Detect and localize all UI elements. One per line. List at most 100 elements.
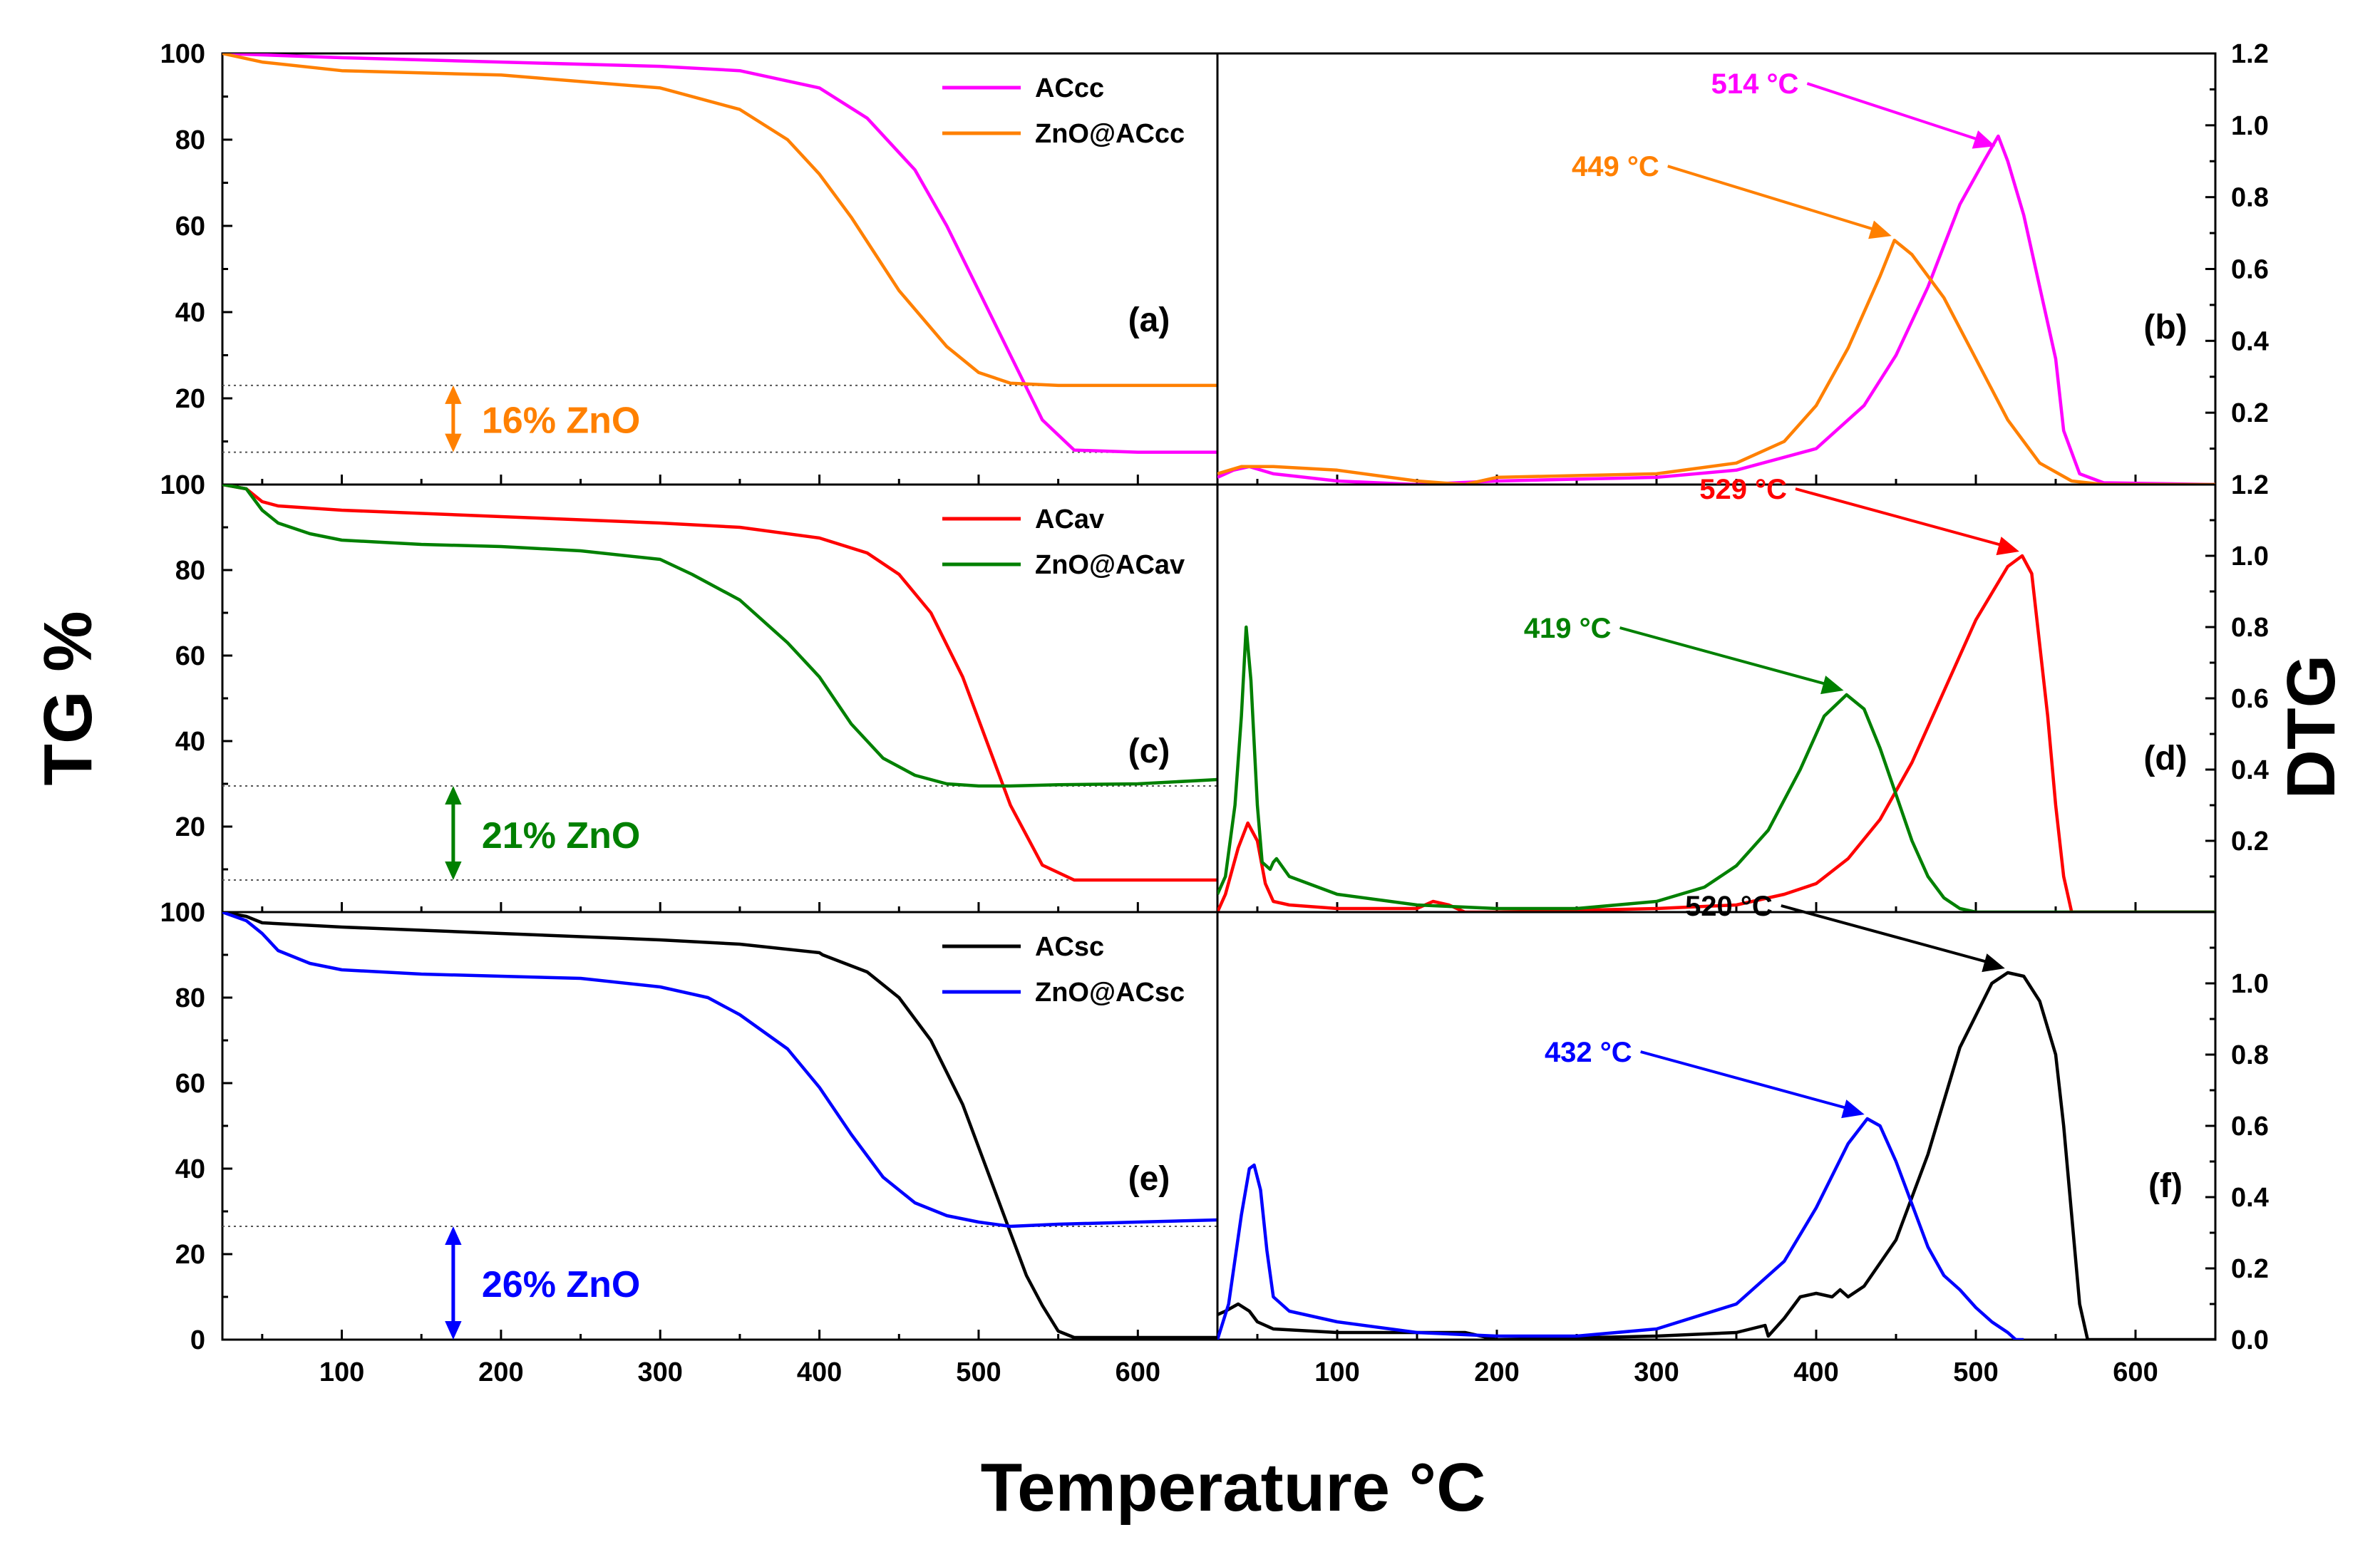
x-tick-label: 500 [1953,1357,1998,1387]
x-tick-label: 600 [1116,1357,1160,1387]
y-tick-label: 100 [160,39,205,69]
residue-label: 16% ZnO [482,400,641,441]
panel-label: (b) [2143,309,2187,346]
peak-arrow-head [1972,130,1996,149]
y-tick-label: 80 [175,983,205,1013]
y-tick-label: 40 [175,1154,205,1184]
y-tick-label: 0.6 [2231,255,2269,285]
y-tick-label: 0.8 [2231,183,2269,213]
residue-arrow-head [445,786,462,804]
y-tick-label: 20 [175,812,205,842]
x-tick-label: 100 [319,1357,364,1387]
y-tick-label: 100 [160,898,205,928]
y-tick-label: 1.2 [2231,470,2269,500]
panel-label: (f) [2148,1167,2183,1205]
x-tick-label: 300 [638,1357,683,1387]
series-line-acav [222,485,1217,882]
y-tick-label: 80 [175,556,205,586]
x-tick-label: 100 [1314,1357,1359,1387]
panel-frame [1216,911,2217,1341]
residue-arrow-head [445,862,462,880]
legend-label: ZnO@ACcc [1035,119,1185,149]
panel-e-tg-acsc: 0 20 40 60 80 100 100 200 300 400 500 600 ACsc ZnO@AC… [160,898,1219,1387]
residue-arrow-head [445,1226,462,1245]
peak-label: 529 °C [1699,474,1787,505]
series-line-acsc [222,912,1217,1340]
legend-label: ZnO@ACsc [1035,978,1185,1008]
y-tick-label: 60 [175,212,205,242]
series-line-zno-at-acav [222,485,1217,788]
x-tick-label: 400 [797,1357,842,1387]
series-line-acsc [1217,971,2215,1340]
x-tick-label: 200 [1474,1357,1519,1387]
peak-label: 419 °C [1524,613,1612,644]
panel-label: (e) [1128,1160,1170,1198]
peak-arrow-shaft [1640,1050,1855,1112]
peak-arrow-shaft [1795,487,2010,549]
panel-f-dtg-acsc: 0.0 0.2 0.4 0.6 0.8 1.0 100 200 300 400 500 600 (f) 5… [1216,891,2269,1387]
legend-label: ACav [1035,505,1104,534]
peak-arrow-shaft [1667,165,1882,234]
series-line-accc [222,53,1217,454]
panel-d-dtg-acav: 0.2 0.4 0.6 0.8 1.0 1.2 (d) 529 °C 419 °C [1216,470,2269,914]
y-tick-label: 60 [175,641,205,671]
panel-frame [221,483,1219,914]
y-tick-label: 0.6 [2231,1112,2269,1142]
x-tick-label: 600 [2113,1357,2158,1387]
peak-arrow-head [1820,676,1844,695]
x-axis-title: Temperature °C [981,1449,1486,1526]
panel-a-tg-accc: 20 40 60 80 100 ACcc ZnO@ACcc (a) 16% ZnO [160,39,1219,486]
x-tick-label: 500 [956,1357,1001,1387]
peak-arrow-head [1996,537,2019,556]
residue-arrow-head [445,433,462,452]
residue-label: 21% ZnO [482,815,641,857]
y-tick-label: 0.8 [2231,1040,2269,1070]
peak-label: 514 °C [1711,68,1799,100]
series-line-zno-at-accc [1217,238,2215,485]
peak-label: 520 °C [1685,891,1773,922]
panel-label: (d) [2143,740,2187,777]
legend-label: ACcc [1035,73,1104,103]
panel-frame [221,52,1219,486]
peak-arrow-shaft [1619,626,1835,688]
peak-arrow-head [1982,953,2005,973]
series-line-zno-at-acav [1217,625,2215,912]
peak-arrow-head [1841,1100,1865,1119]
y-tick-label: 0.4 [2231,1183,2269,1213]
y-axis-title-right: DTG [2273,655,2349,800]
x-tick-label: 300 [1634,1357,1679,1387]
panel-frame [221,911,1219,1341]
y-tick-label: 0.2 [2231,398,2269,428]
residue-label: 26% ZnO [482,1264,641,1305]
y-axis-title-left: TG % [30,611,106,785]
y-tick-label: 20 [175,384,205,414]
panel-frame [1216,483,2217,914]
panel-label: (a) [1128,301,1170,339]
legend-label: ACsc [1035,932,1104,962]
peak-label: 449 °C [1572,151,1659,182]
panel-label: (c) [1128,733,1170,770]
panel-frame [1216,52,2217,486]
residue-arrow-head [445,1321,462,1340]
series-line-acav [1217,554,2215,912]
y-tick-label: 60 [175,1069,205,1099]
y-tick-label: 1.0 [2231,969,2269,999]
y-tick-label: 40 [175,727,205,757]
y-tick-label: 1.0 [2231,111,2269,141]
peak-arrow-shaft [1781,904,1996,966]
y-tick-label: 100 [160,470,205,500]
peak-label: 432 °C [1545,1037,1632,1068]
y-tick-label: 1.0 [2231,542,2269,571]
y-tick-label: 1.2 [2231,39,2269,69]
y-tick-label: 0.6 [2231,684,2269,714]
x-tick-label: 400 [1793,1357,1838,1387]
y-tick-label: 20 [175,1240,205,1270]
y-tick-label: 40 [175,298,205,328]
y-tick-label: 0 [190,1325,205,1355]
peak-arrow-shaft [1806,82,1986,144]
y-tick-label: 0.0 [2231,1325,2269,1355]
y-tick-label: 0.4 [2231,755,2269,785]
y-tick-label: 0.2 [2231,827,2269,857]
panel-b-dtg-accc: 0.2 0.4 0.6 0.8 1.0 1.2 (b) 514 °C 449 °C [1216,39,2269,486]
y-tick-label: 0.4 [2231,326,2269,356]
